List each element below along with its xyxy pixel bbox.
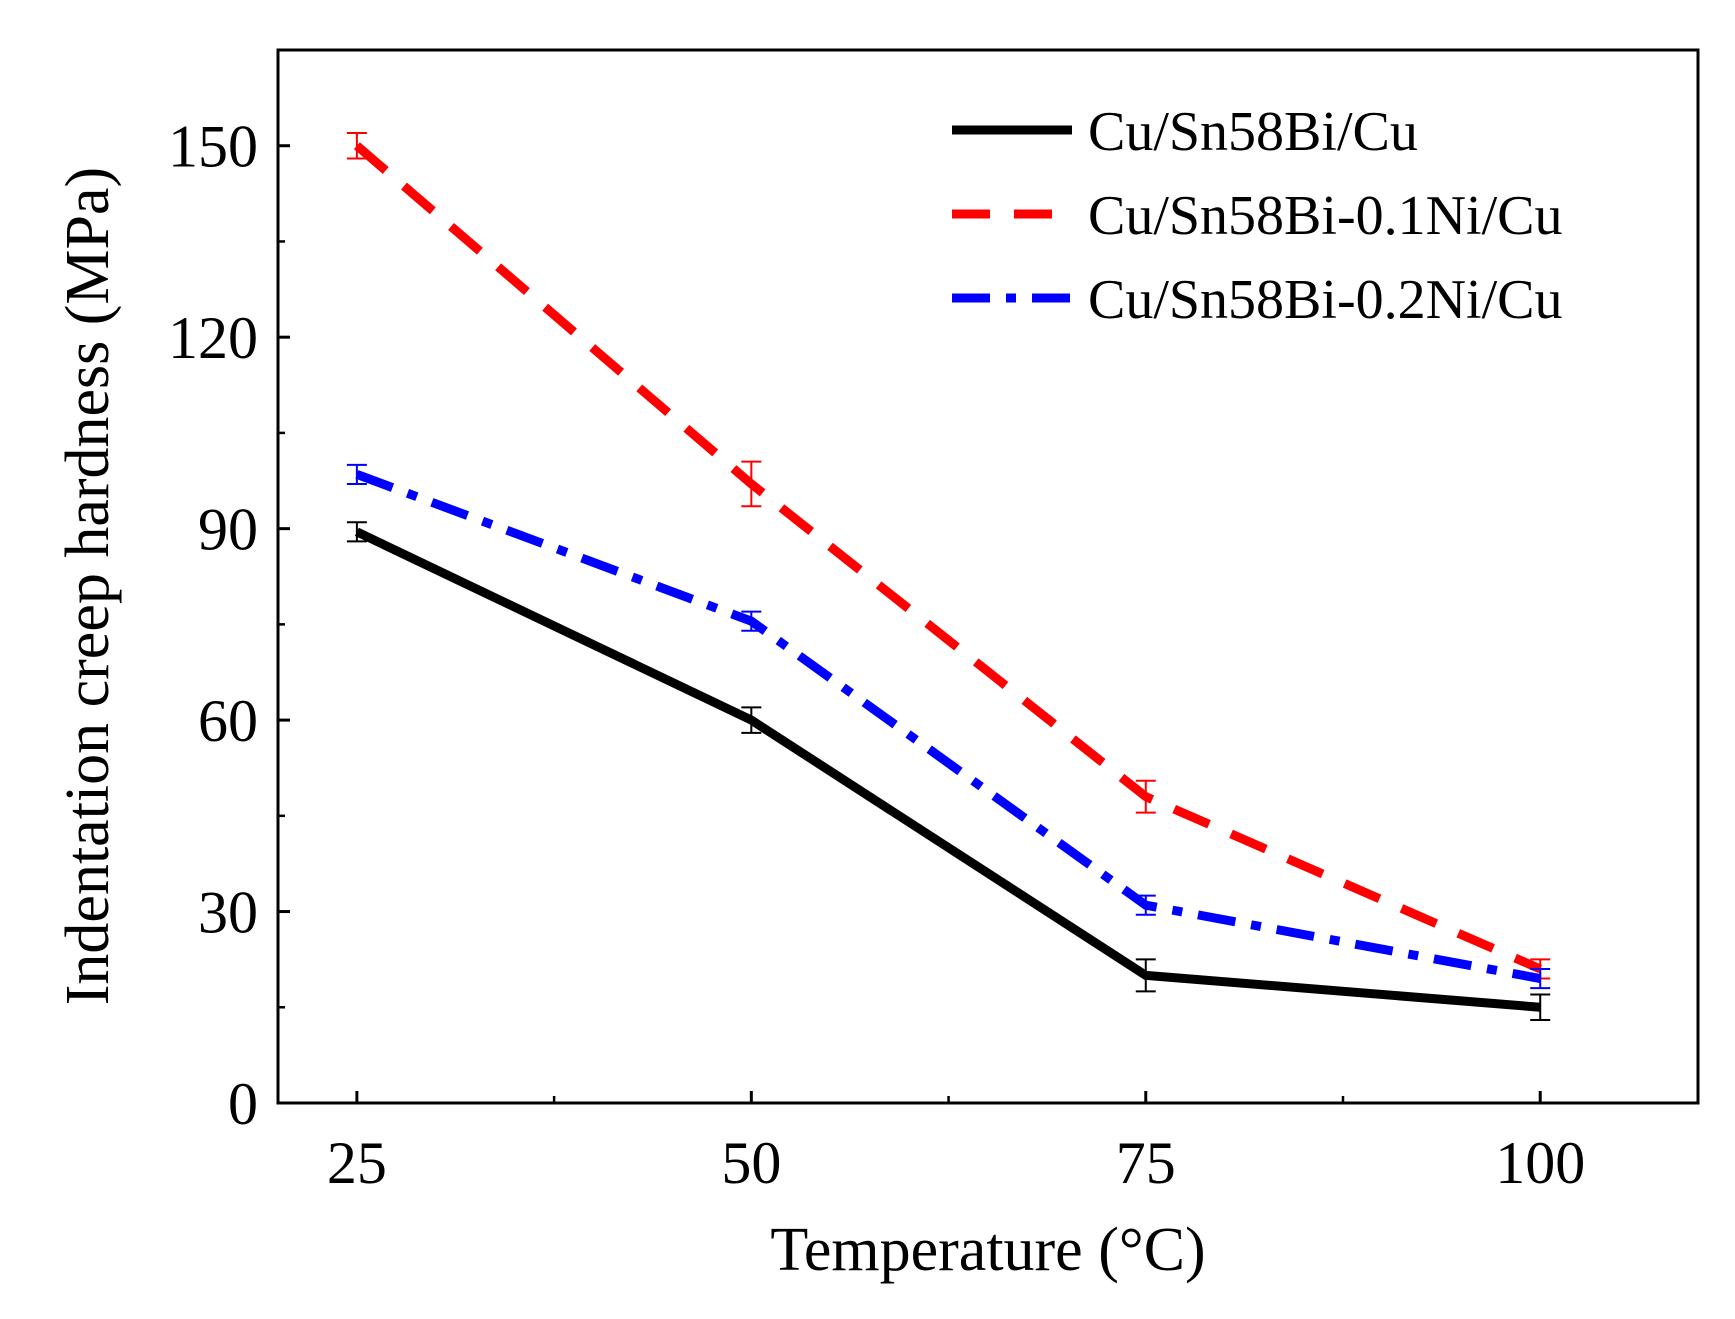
series-layer — [346, 131, 1551, 1022]
error-bar — [1135, 894, 1156, 916]
y-tick-labels: 0 30 60 90 120 150 — [168, 114, 258, 1137]
major-ticks — [278, 144, 1542, 1105]
y-tick-label: 90 — [198, 497, 258, 563]
series-line — [353, 142, 1543, 974]
series-3 — [346, 463, 1551, 990]
legend-item: Cu/Sn58Bi/Cu — [952, 101, 1418, 163]
series-line — [354, 527, 1541, 1012]
y-tick-label: 120 — [168, 305, 258, 371]
error-bar — [346, 521, 367, 543]
legend-label: Cu/Sn58Bi-0.2Ni/Cu — [1088, 269, 1563, 331]
legend-item: Cu/Sn58Bi-0.2Ni/Cu — [952, 269, 1563, 331]
legend-item: Cu/Sn58Bi-0.1Ni/Cu — [952, 185, 1563, 247]
error-bar — [741, 460, 762, 508]
y-tick-label: 150 — [168, 114, 258, 180]
x-axis-title: Temperature (°C) — [770, 1216, 1205, 1284]
error-bar — [1135, 958, 1156, 993]
legend-label: Cu/Sn58Bi-0.1Ni/Cu — [1088, 185, 1563, 247]
y-tick-label: 0 — [228, 1071, 258, 1137]
y-tick-label: 30 — [198, 880, 258, 946]
legend-label: Cu/Sn58Bi/Cu — [1088, 101, 1418, 163]
series-1 — [346, 521, 1551, 1022]
x-tick-labels: 25 50 75 100 — [327, 1130, 1585, 1196]
error-bar — [346, 131, 367, 160]
error-bar — [1530, 967, 1551, 990]
error-bar — [741, 706, 762, 734]
error-bar — [1530, 993, 1551, 1022]
x-tick-label: 75 — [1116, 1130, 1176, 1196]
error-bar — [346, 463, 367, 485]
plot-frame — [276, 48, 1700, 1105]
y-tick-label: 60 — [198, 688, 258, 754]
x-tick-label: 50 — [721, 1130, 781, 1196]
series-line — [355, 470, 1542, 983]
y-axis-title: Indentation creep hardness (MPa) — [54, 167, 122, 1005]
x-tick-label: 25 — [327, 1130, 387, 1196]
x-tick-label: 100 — [1495, 1130, 1585, 1196]
minor-ticks — [278, 240, 1345, 1103]
legend: Cu/Sn58Bi/Cu Cu/Sn58Bi-0.1Ni/Cu Cu/Sn58Bi-… — [952, 101, 1563, 331]
error-bar — [741, 610, 762, 632]
error-bar — [1135, 779, 1156, 814]
